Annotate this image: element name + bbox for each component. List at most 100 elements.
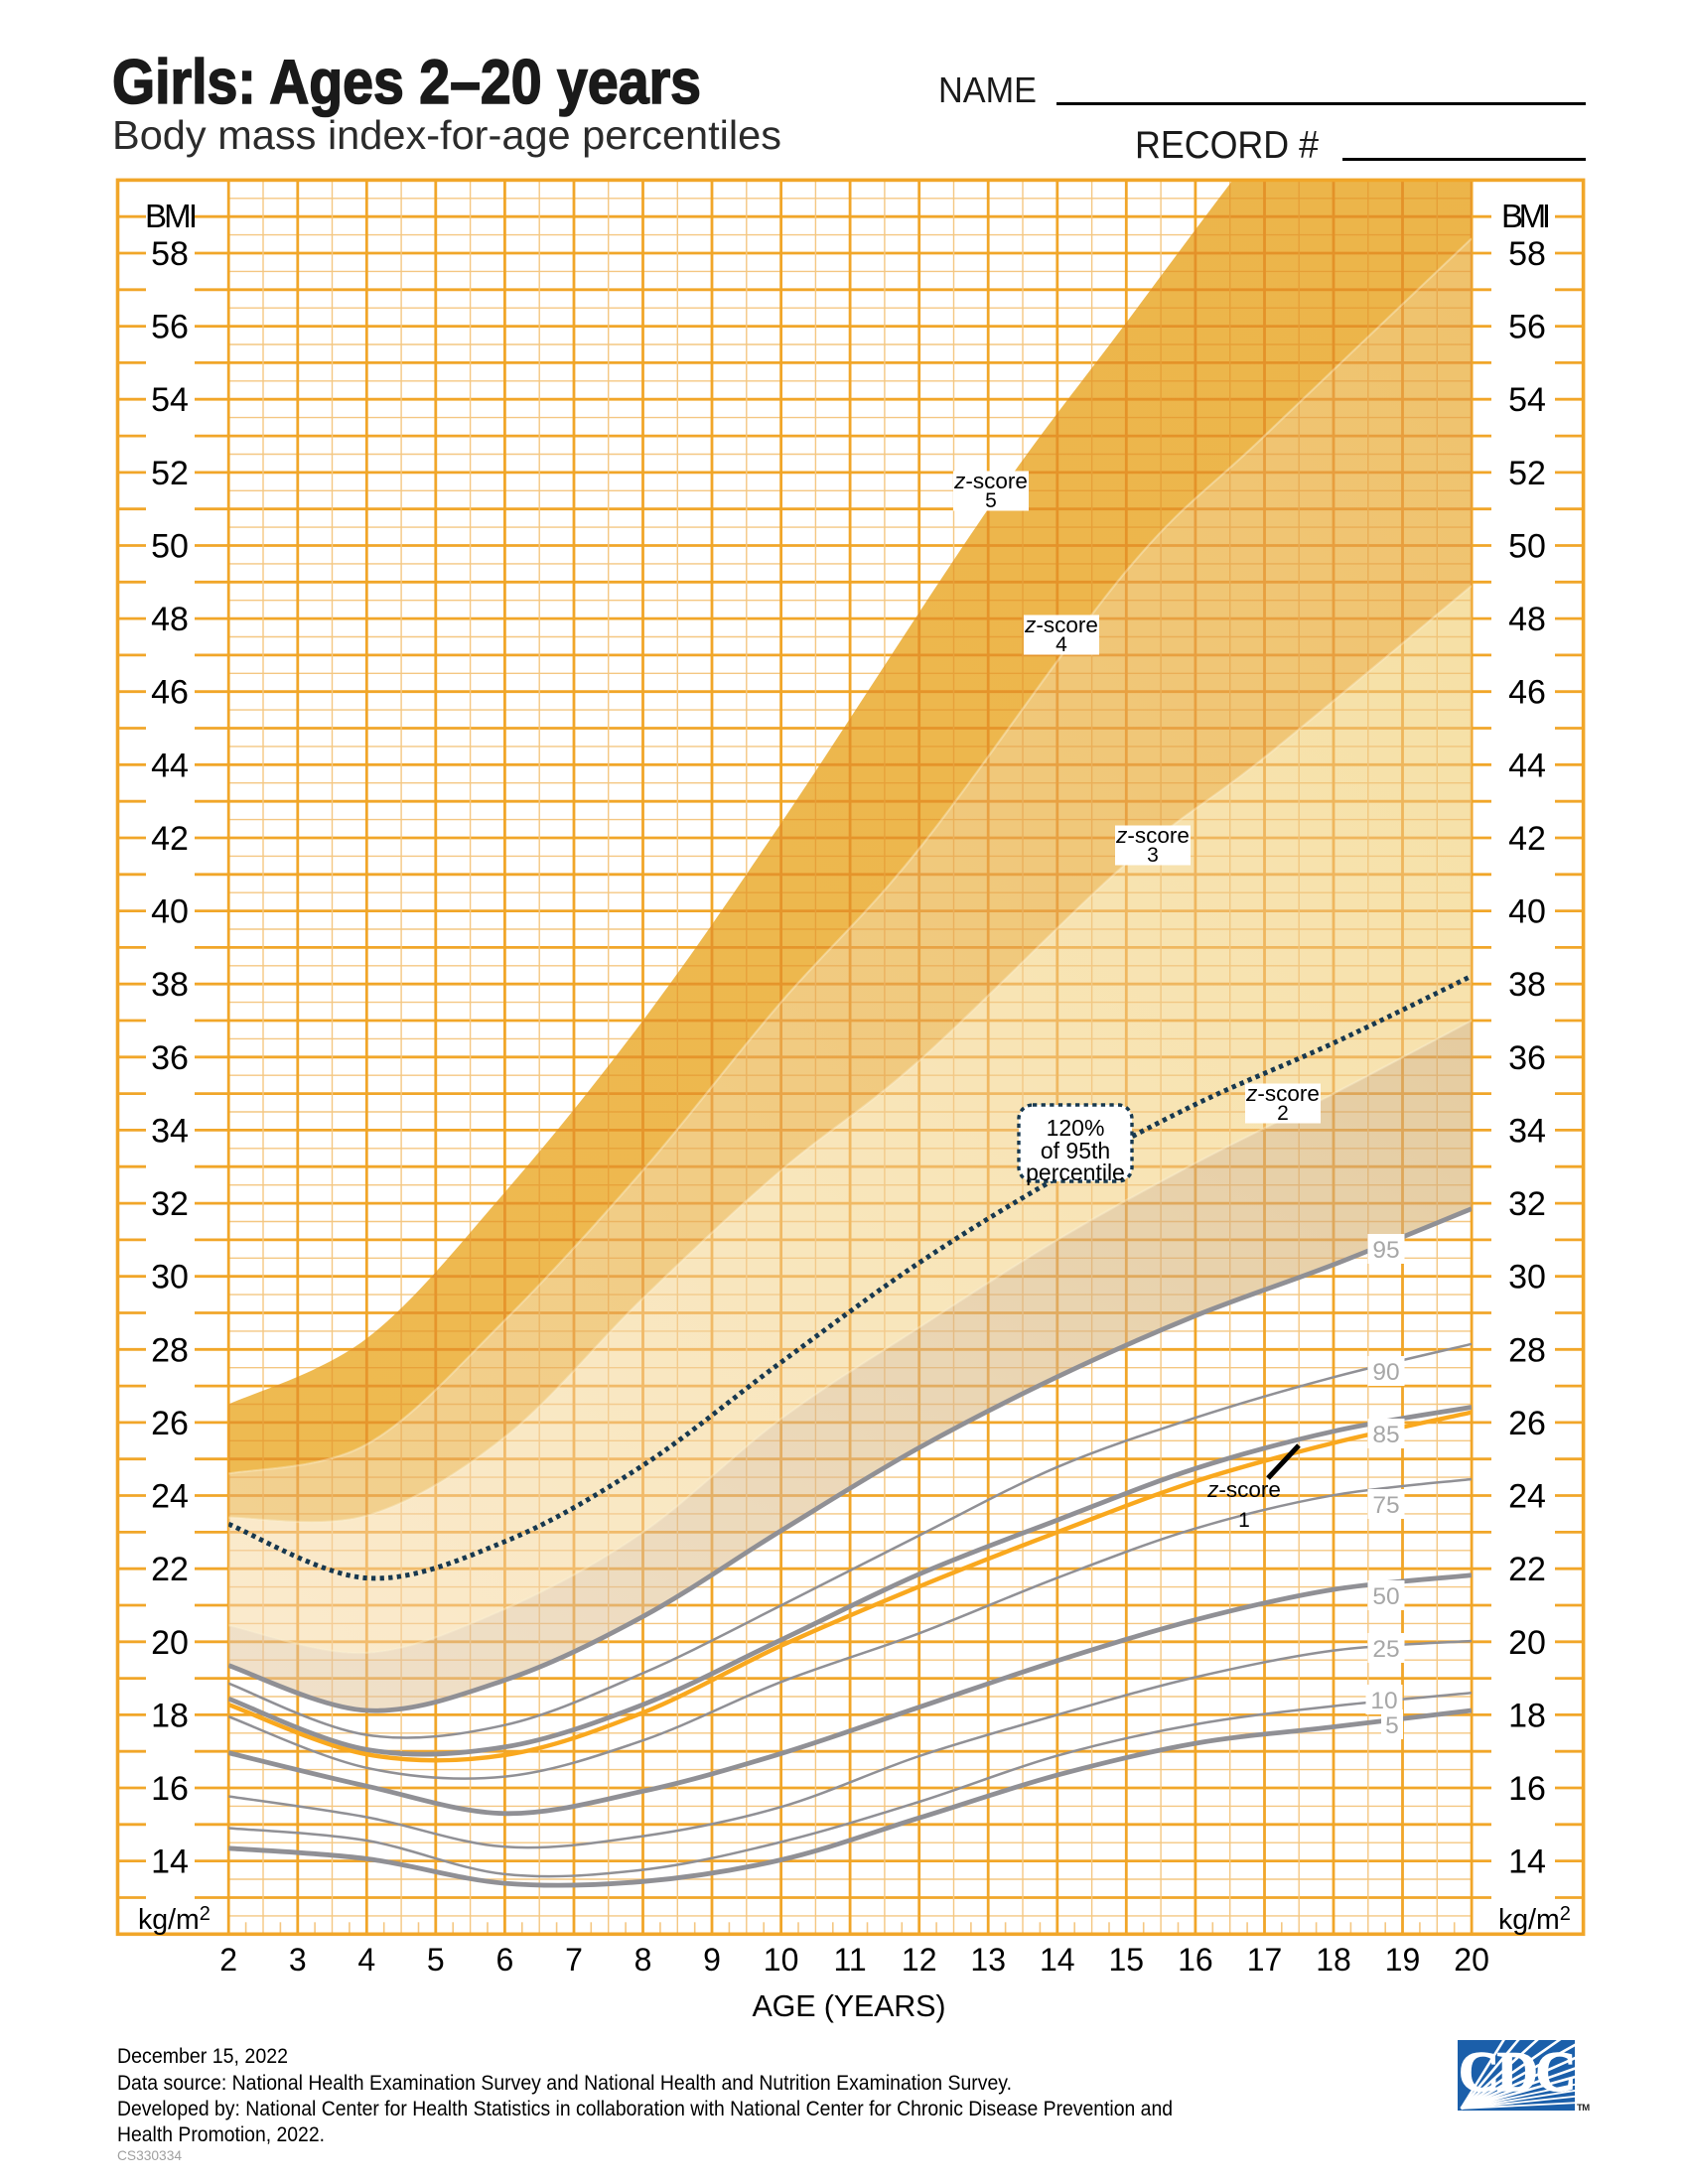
svg-text:46: 46 xyxy=(1508,674,1546,712)
svg-text:48: 48 xyxy=(151,601,189,638)
svg-text:Body mass index-for-age percen: Body mass index-for-age percentiles xyxy=(112,112,781,158)
svg-text:75: 75 xyxy=(1372,1492,1399,1519)
svg-text:26: 26 xyxy=(151,1405,189,1442)
svg-text:TM: TM xyxy=(1577,2103,1590,2114)
svg-text:32: 32 xyxy=(1508,1185,1546,1223)
svg-text:Developed by: National Center: Developed by: National Center for Health… xyxy=(117,2098,1173,2120)
svg-text:15: 15 xyxy=(1109,1942,1145,1978)
svg-text:CS330334: CS330334 xyxy=(117,2147,182,2163)
svg-text:20: 20 xyxy=(1454,1942,1489,1978)
svg-text:25: 25 xyxy=(1372,1636,1399,1663)
svg-text:20: 20 xyxy=(1508,1624,1546,1662)
svg-text:of 95th: of 95th xyxy=(1041,1138,1110,1163)
svg-text:22: 22 xyxy=(1508,1551,1546,1588)
svg-text:95: 95 xyxy=(1372,1237,1399,1264)
svg-text:50: 50 xyxy=(1372,1583,1399,1610)
svg-text:46: 46 xyxy=(151,674,189,712)
svg-text:AGE (YEARS): AGE (YEARS) xyxy=(753,1989,946,2023)
svg-text:28: 28 xyxy=(1508,1331,1546,1369)
svg-text:CDC: CDC xyxy=(1459,2041,1574,2104)
svg-text:36: 36 xyxy=(1508,1039,1546,1077)
svg-text:120%: 120% xyxy=(1047,1115,1105,1141)
svg-text:24: 24 xyxy=(151,1478,189,1516)
svg-text:11: 11 xyxy=(833,1942,866,1978)
svg-text:2: 2 xyxy=(219,1942,237,1978)
svg-text:Data source: National Health E: Data source: National Health Examination… xyxy=(117,2072,1012,2095)
svg-text:42: 42 xyxy=(151,820,189,858)
svg-text:36: 36 xyxy=(151,1039,189,1077)
svg-text:22: 22 xyxy=(151,1551,189,1588)
svg-text:38: 38 xyxy=(151,966,189,1004)
svg-text:58: 58 xyxy=(1508,235,1546,273)
svg-text:10: 10 xyxy=(764,1942,799,1978)
svg-text:RECORD #: RECORD # xyxy=(1135,124,1319,167)
svg-text:90: 90 xyxy=(1372,1359,1399,1386)
svg-text:26: 26 xyxy=(1508,1405,1546,1442)
svg-text:32: 32 xyxy=(151,1185,189,1223)
svg-text:9: 9 xyxy=(703,1942,721,1978)
svg-text:18: 18 xyxy=(1316,1942,1351,1978)
svg-text:percentile: percentile xyxy=(1026,1160,1125,1185)
svg-text:42: 42 xyxy=(1508,820,1546,858)
svg-text:z-score: z-score xyxy=(1245,1081,1320,1106)
svg-text:5: 5 xyxy=(1385,1712,1399,1739)
svg-text:z-score: z-score xyxy=(1024,613,1098,637)
svg-text:16: 16 xyxy=(1508,1770,1546,1808)
svg-text:Girls: Ages 2–20 years: Girls: Ages 2–20 years xyxy=(112,48,701,117)
svg-text:13: 13 xyxy=(970,1942,1006,1978)
svg-text:85: 85 xyxy=(1372,1422,1399,1448)
svg-text:6: 6 xyxy=(496,1942,514,1978)
svg-text:1: 1 xyxy=(1238,1509,1250,1532)
svg-text:16: 16 xyxy=(151,1770,189,1808)
svg-text:kg/m2: kg/m2 xyxy=(138,1903,211,1936)
svg-text:52: 52 xyxy=(151,455,189,492)
svg-text:8: 8 xyxy=(634,1942,652,1978)
svg-text:56: 56 xyxy=(1508,309,1546,346)
svg-text:5: 5 xyxy=(985,489,997,512)
svg-text:z-score: z-score xyxy=(1206,1477,1281,1502)
svg-text:20: 20 xyxy=(151,1624,189,1662)
svg-text:34: 34 xyxy=(151,1112,189,1150)
svg-text:December 15, 2022: December 15, 2022 xyxy=(117,2045,288,2068)
svg-text:3: 3 xyxy=(289,1942,307,1978)
svg-text:54: 54 xyxy=(151,381,189,419)
svg-text:BMI: BMI xyxy=(145,198,198,234)
svg-text:7: 7 xyxy=(565,1942,583,1978)
svg-text:z-score: z-score xyxy=(953,469,1028,493)
svg-text:44: 44 xyxy=(1508,747,1546,784)
svg-text:54: 54 xyxy=(1508,381,1546,419)
svg-text:44: 44 xyxy=(151,747,189,784)
svg-text:19: 19 xyxy=(1385,1942,1421,1978)
svg-text:14: 14 xyxy=(151,1843,189,1881)
svg-text:BMI: BMI xyxy=(1501,198,1551,234)
svg-text:14: 14 xyxy=(1040,1942,1075,1978)
svg-text:34: 34 xyxy=(1508,1112,1546,1150)
svg-text:16: 16 xyxy=(1178,1942,1213,1978)
svg-text:4: 4 xyxy=(1055,633,1067,656)
svg-text:50: 50 xyxy=(1508,528,1546,566)
svg-text:18: 18 xyxy=(1508,1697,1546,1734)
svg-text:40: 40 xyxy=(151,893,189,931)
svg-text:12: 12 xyxy=(902,1942,937,1978)
svg-text:24: 24 xyxy=(1508,1478,1546,1516)
svg-text:50: 50 xyxy=(151,528,189,566)
svg-text:5: 5 xyxy=(427,1942,445,1978)
svg-text:17: 17 xyxy=(1247,1942,1283,1978)
svg-text:NAME: NAME xyxy=(938,69,1037,110)
svg-text:38: 38 xyxy=(1508,966,1546,1004)
svg-text:28: 28 xyxy=(151,1331,189,1369)
svg-text:z-score: z-score xyxy=(1115,823,1190,848)
svg-text:2: 2 xyxy=(1277,1102,1289,1125)
svg-text:52: 52 xyxy=(1508,455,1546,492)
svg-text:58: 58 xyxy=(151,235,189,273)
svg-text:30: 30 xyxy=(151,1259,189,1297)
svg-text:18: 18 xyxy=(151,1697,189,1734)
svg-text:30: 30 xyxy=(1508,1259,1546,1297)
svg-text:48: 48 xyxy=(1508,601,1546,638)
svg-text:4: 4 xyxy=(357,1942,375,1978)
svg-text:56: 56 xyxy=(151,309,189,346)
svg-text:3: 3 xyxy=(1147,844,1159,867)
svg-text:kg/m2: kg/m2 xyxy=(1498,1903,1571,1936)
svg-text:14: 14 xyxy=(1508,1843,1546,1881)
svg-text:40: 40 xyxy=(1508,893,1546,931)
